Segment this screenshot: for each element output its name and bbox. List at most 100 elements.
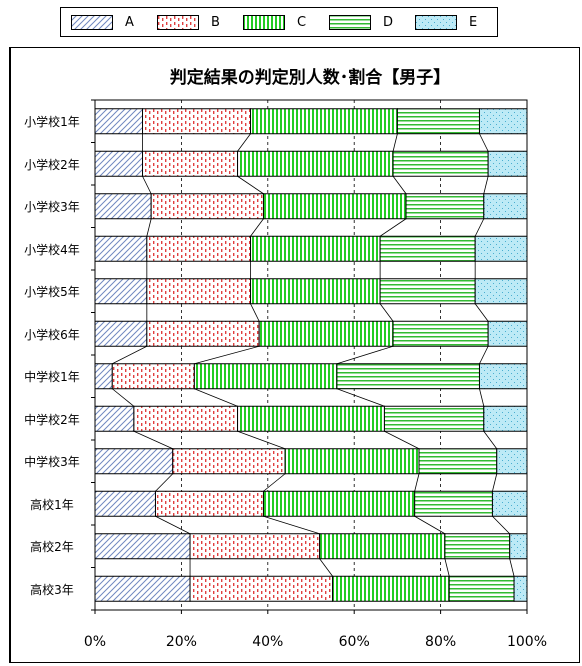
bar-D	[379, 235, 476, 262]
series-line	[250, 218, 264, 237]
series-line	[112, 388, 135, 407]
series-line	[336, 388, 385, 407]
bar-D	[396, 108, 480, 135]
bar-E	[509, 533, 528, 560]
series-line	[492, 473, 498, 492]
legend-label: A	[125, 14, 134, 30]
legend-swatch	[329, 14, 371, 30]
bar-A	[94, 235, 148, 262]
bar-E	[474, 235, 528, 262]
x-tick-label: 100%	[506, 634, 548, 650]
bar-A	[94, 575, 191, 602]
bar-D	[383, 405, 485, 432]
bar-C	[284, 448, 420, 475]
legend-item: C	[243, 14, 306, 30]
series-line	[444, 558, 450, 577]
legend: A B C D E	[60, 7, 498, 37]
category-label: 高校3年	[30, 582, 74, 597]
category-label: 小学校6年	[24, 327, 80, 342]
bar-C	[258, 320, 394, 347]
legend-swatch	[243, 14, 285, 30]
series-lines	[112, 133, 515, 577]
bar-A	[94, 490, 156, 517]
bar-C	[250, 108, 398, 135]
series-line	[263, 515, 320, 535]
series-line	[319, 558, 333, 577]
bar-B	[142, 150, 239, 177]
legend-swatch	[157, 14, 199, 30]
category-label: 小学校4年	[24, 242, 80, 257]
series-line	[483, 176, 489, 194]
series-line	[384, 430, 420, 450]
series-line	[133, 430, 173, 450]
legend-label: B	[211, 14, 220, 30]
bar-C	[262, 193, 407, 220]
bar-B	[189, 575, 334, 602]
series-line	[237, 430, 286, 450]
bar-B	[189, 533, 321, 560]
series-line	[379, 303, 394, 322]
bar-C	[250, 235, 381, 262]
bar-B	[142, 108, 252, 135]
bar-A	[94, 278, 148, 305]
bar-A	[94, 405, 135, 432]
category-label: 高校1年	[30, 497, 74, 512]
bar-E	[478, 108, 528, 135]
series-line	[479, 346, 489, 364]
bar-E	[487, 150, 528, 177]
bar-E	[487, 320, 528, 347]
series-line	[414, 515, 446, 535]
bar-D	[405, 193, 485, 220]
legend-label: C	[297, 14, 307, 30]
category-label: 中学校3年	[24, 455, 80, 470]
x-tick-label: 0%	[83, 634, 107, 650]
series-line	[479, 133, 489, 152]
bar-B	[154, 490, 264, 517]
bar-B	[146, 235, 252, 262]
series-line	[142, 176, 152, 194]
legend-label: E	[469, 14, 478, 30]
series-line	[509, 558, 515, 577]
bar-A	[94, 448, 174, 475]
bar-E	[483, 193, 528, 220]
series-line	[112, 345, 148, 365]
bar-E	[491, 490, 528, 517]
bar-B	[133, 405, 239, 432]
bar-C	[237, 150, 394, 177]
left-strip	[0, 47, 10, 663]
category-label: 小学校1年	[24, 115, 80, 130]
bar-A	[94, 533, 191, 560]
bar-B	[146, 278, 252, 305]
bar-D	[418, 448, 498, 475]
series-line	[155, 473, 174, 492]
category-label: 中学校1年	[24, 370, 80, 385]
bar-E	[496, 448, 528, 475]
bar-D	[379, 278, 476, 305]
series-line	[194, 345, 260, 365]
category-label: 小学校5年	[24, 285, 80, 300]
bar-A	[94, 363, 113, 390]
bar-B	[111, 363, 195, 390]
bar-A	[94, 108, 144, 135]
bar-C	[193, 363, 338, 390]
chart-frame	[10, 47, 580, 663]
category-label: 小学校2年	[24, 157, 80, 172]
bar-E	[483, 405, 528, 432]
series-line	[392, 176, 407, 194]
grid-lines	[91, 99, 528, 614]
x-tick-label: 80%	[425, 634, 457, 650]
legend-swatch	[71, 14, 113, 30]
bar-E	[478, 363, 528, 390]
series-line	[250, 303, 260, 322]
legend-item: A	[71, 14, 134, 30]
bar-C	[250, 278, 381, 305]
series-line	[392, 133, 398, 152]
bar-A	[94, 193, 152, 220]
bar-D	[392, 320, 489, 347]
legend-label: D	[383, 14, 394, 30]
bar-D	[444, 533, 511, 560]
x-tick-label: 40%	[252, 634, 284, 650]
series-line	[492, 515, 511, 535]
category-label: 小学校3年	[24, 200, 80, 215]
